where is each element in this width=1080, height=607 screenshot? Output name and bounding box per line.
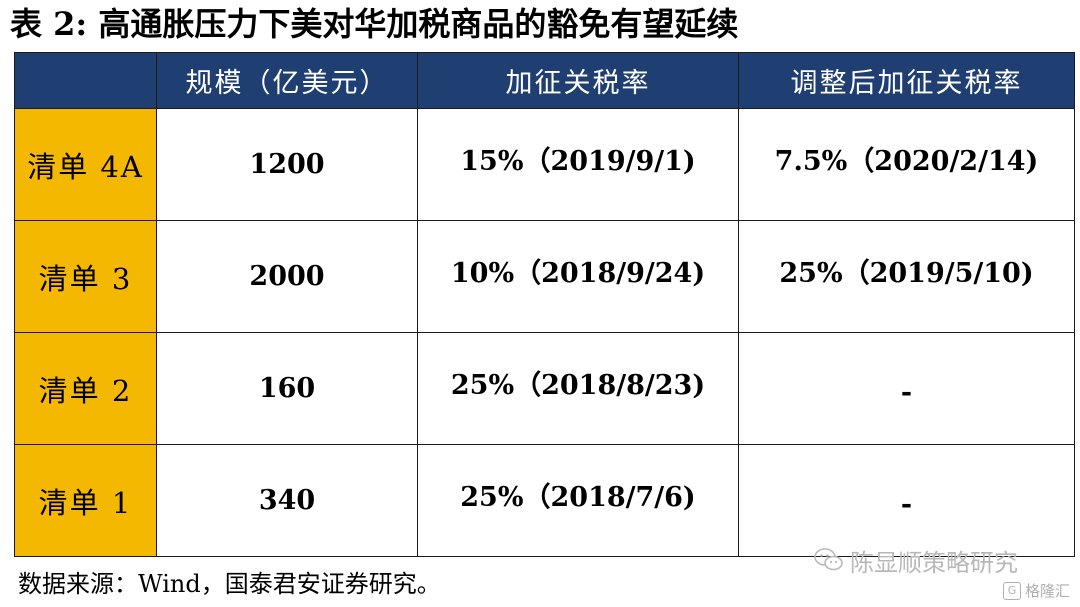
scale-cell: 160 bbox=[156, 332, 418, 445]
header-cell-scale: 规模（亿美元） bbox=[156, 52, 418, 109]
tariff-table: 规模（亿美元） 加征关税率 调整后加征关税率 清单 4A 1200 15%（20… bbox=[14, 52, 1075, 557]
header-row: 规模（亿美元） 加征关税率 调整后加征关税率 bbox=[14, 52, 1075, 109]
row-label: 清单 4A bbox=[14, 108, 157, 221]
rate-text: 10%（2018/9/24) bbox=[450, 258, 706, 289]
adjusted-rate-cell: - bbox=[738, 332, 1075, 445]
row-label: 清单 1 bbox=[14, 444, 157, 557]
header-cell-adjusted-rate: 调整后加征关税率 bbox=[738, 52, 1075, 109]
brand-text: 格隆汇 bbox=[1024, 582, 1070, 600]
brand-logo-icon: G bbox=[1002, 581, 1021, 600]
rate-cell: 25%（2018/8/23) bbox=[417, 332, 739, 445]
adjusted-rate-cell: - bbox=[738, 444, 1075, 557]
scale-cell: 1200 bbox=[156, 108, 418, 221]
adjusted-rate-text: - bbox=[900, 489, 913, 520]
rate-text: 25%（2018/8/23) bbox=[450, 370, 706, 401]
table-title: 表 2: 高通胀压力下美对华加税商品的豁免有望延续 bbox=[10, 5, 739, 43]
table-row: 清单 4A 1200 15%（2019/9/1) 7.5%（2020/2/14) bbox=[14, 108, 1075, 221]
rate-text: 25%（2018/7/6) bbox=[460, 482, 696, 513]
rate-cell: 10%（2018/9/24) bbox=[417, 220, 739, 333]
wechat-icon bbox=[814, 547, 844, 573]
header-cell-rate: 加征关税率 bbox=[417, 52, 739, 109]
scale-cell: 340 bbox=[156, 444, 418, 557]
source-note: 数据来源：Wind，国泰君安证券研究。 bbox=[18, 570, 441, 598]
adjusted-rate-cell: 25%（2019/5/10) bbox=[738, 220, 1075, 333]
rate-cell: 25%（2018/7/6) bbox=[417, 444, 739, 557]
adjusted-rate-text: - bbox=[900, 377, 913, 408]
watermark: 陈显顺策略研究 bbox=[814, 543, 1018, 577]
table-row: 清单 2 160 25%（2018/8/23) - bbox=[14, 332, 1075, 445]
adjusted-rate-text: 7.5%（2020/2/14) bbox=[774, 146, 1039, 177]
row-label: 清单 2 bbox=[14, 332, 157, 445]
rate-cell: 15%（2019/9/1) bbox=[417, 108, 739, 221]
brand-mark: G 格隆汇 bbox=[1002, 580, 1070, 601]
table-row: 清单 3 2000 10%（2018/9/24) 25%（2019/5/10) bbox=[14, 220, 1075, 333]
header-cell-corner bbox=[14, 52, 157, 109]
adjusted-rate-text: 25%（2019/5/10) bbox=[779, 258, 1034, 289]
table-row: 清单 1 340 25%（2018/7/6) - bbox=[14, 444, 1075, 557]
rate-text: 15%（2019/9/1) bbox=[460, 146, 696, 177]
scale-cell: 2000 bbox=[156, 220, 418, 333]
adjusted-rate-cell: 7.5%（2020/2/14) bbox=[738, 108, 1075, 221]
watermark-text: 陈显顺策略研究 bbox=[850, 548, 1018, 577]
row-label: 清单 3 bbox=[14, 220, 157, 333]
